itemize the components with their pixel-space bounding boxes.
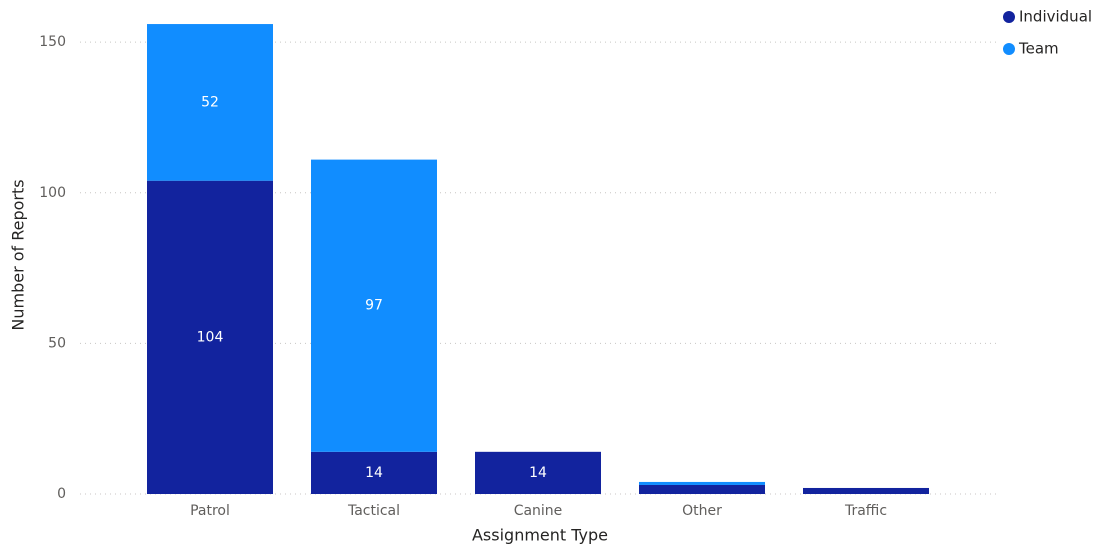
data-label: 104 [197, 329, 224, 345]
bar-segment [803, 487, 929, 494]
y-tick-label: 0 [57, 486, 66, 502]
y-tick-label: 100 [39, 185, 66, 201]
y-axis-title: Number of Reports [9, 179, 28, 330]
bar-segment [475, 451, 601, 494]
data-label: 14 [365, 465, 383, 481]
data-label: 52 [201, 94, 219, 110]
bar-segment [311, 159, 437, 452]
legend-marker [1003, 11, 1015, 23]
x-tick-label: Traffic [844, 503, 887, 519]
x-tick-label: Other [682, 503, 722, 519]
data-label: 14 [529, 465, 547, 481]
x-tick-label: Patrol [190, 503, 230, 519]
bar-segment [639, 484, 765, 494]
bar-segment [147, 24, 273, 181]
legend-marker [1003, 43, 1015, 55]
data-label: 97 [365, 298, 383, 314]
y-tick-label: 150 [39, 34, 66, 50]
x-tick-label: Canine [514, 503, 563, 519]
bar-segment [311, 451, 437, 494]
x-tick-label: Tactical [347, 503, 400, 519]
legend-label: Individual [1019, 8, 1092, 26]
legend-label: Team [1018, 40, 1059, 58]
bar-segment [639, 481, 765, 485]
bar-segment [147, 180, 273, 494]
y-tick-label: 50 [48, 335, 66, 351]
x-axis-title: Assignment Type [472, 526, 608, 545]
